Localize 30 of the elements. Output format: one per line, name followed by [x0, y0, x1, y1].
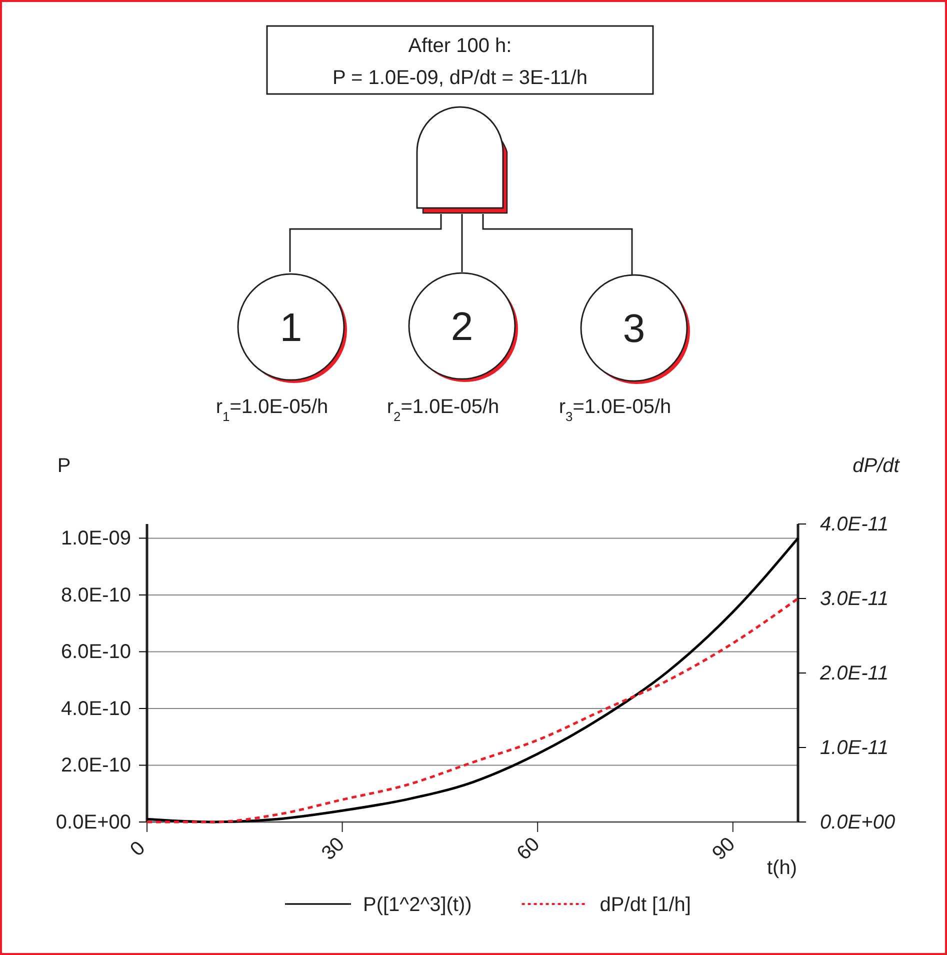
y-tick-label: 4.0E-10 [60, 698, 131, 720]
text: After 100 h: [408, 35, 512, 57]
x-tick-label: 60 [512, 833, 544, 865]
text: 1 [222, 408, 230, 424]
line-series [146, 536, 800, 824]
y2-tick-label: 0.0E+00 [820, 811, 896, 834]
x-axis-title: t(h) [767, 857, 797, 879]
y2-tick-label: 4.0E-11 [820, 513, 889, 536]
text: 2 [450, 305, 474, 349]
legend-label: P([1^2^3](t)) [363, 894, 472, 916]
line-series [146, 597, 800, 824]
y-tick-label: 2.0E-10 [60, 754, 131, 777]
y2-tick-label: 2.0E-11 [819, 662, 889, 684]
y-tick-label: 1.0E-09 [60, 528, 131, 550]
y-axis-title: P [57, 455, 71, 477]
text: 1 [280, 306, 302, 350]
y-tick-label: 0.0E+00 [56, 811, 131, 834]
text: 3 [566, 408, 573, 424]
x-tick-label: 90 [708, 833, 740, 865]
y-tick-label: 6.0E-10 [60, 641, 131, 664]
text: 2 [394, 408, 401, 424]
y-tick-label: 8.0E-10 [60, 584, 131, 606]
y2-tick-label: 3.0E-11 [820, 588, 889, 610]
y2-axis-title: dP/dt [852, 455, 901, 477]
legend-label: dP/dt [1/h] [600, 894, 691, 916]
text: 3 [622, 307, 646, 351]
text: P = 1.0E-09, dP/dt = 3E-11/h [332, 67, 588, 89]
x-tick-label: 0 [126, 837, 150, 861]
x-tick-label: 30 [318, 833, 349, 865]
y2-tick-label: 1.0E-11 [820, 736, 889, 759]
